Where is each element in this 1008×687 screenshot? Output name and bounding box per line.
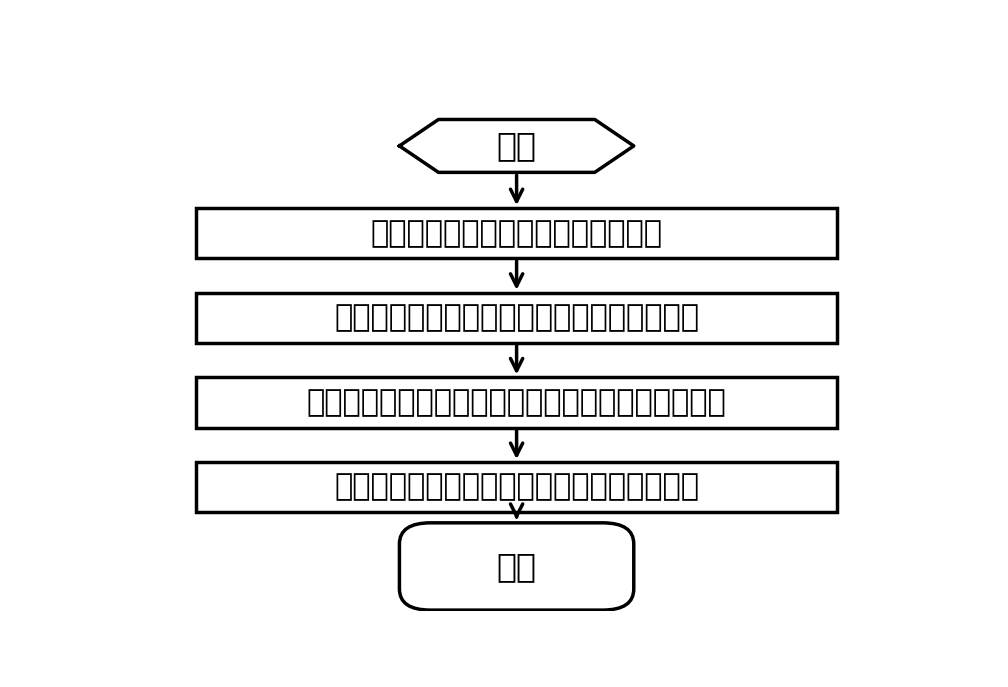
Text: 结束: 结束 — [497, 550, 536, 583]
Text: 开始: 开始 — [497, 129, 536, 162]
Text: 求解简化条件下的飞行器定常绕流的流场参数: 求解简化条件下的飞行器定常绕流的流场参数 — [334, 304, 700, 333]
Bar — [197, 377, 837, 427]
Text: 识别简化条件下飞行器定常绕流扰动区域内的网格点: 识别简化条件下飞行器定常绕流扰动区域内的网格点 — [306, 388, 727, 417]
Bar — [197, 293, 837, 343]
Text: 确定飞行器定常绕流数值求解的计算域外边界: 确定飞行器定常绕流数值求解的计算域外边界 — [334, 473, 700, 502]
Bar — [197, 208, 837, 258]
Text: 初步确定计算域外边界，并划分网格: 初步确定计算域外边界，并划分网格 — [371, 218, 662, 248]
Bar — [197, 462, 837, 513]
FancyBboxPatch shape — [399, 523, 634, 610]
